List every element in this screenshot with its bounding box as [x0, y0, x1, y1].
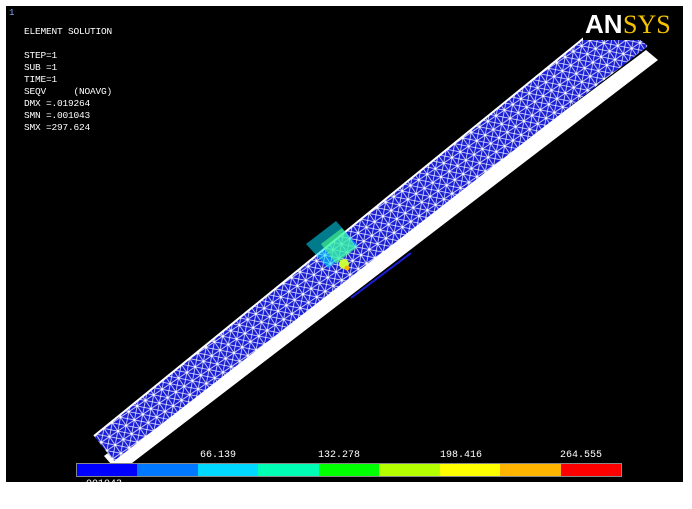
legend-lower-label: 99.209: [258, 489, 295, 500]
sub-label: SUB =1: [24, 62, 58, 73]
disk-lower-face: [104, 50, 658, 473]
step-label: STEP=1: [24, 50, 58, 61]
legend-upper-label: 198.416: [440, 450, 483, 461]
dmx-label: DMX =.019264: [24, 98, 91, 109]
plot-title: ELEMENT SOLUTION: [24, 26, 113, 37]
legend-lower-label: 297.624: [620, 489, 663, 500]
legend-upper-label: 264.555: [560, 450, 603, 461]
legend-lower-label: 165.347: [378, 489, 421, 500]
svg-text:AN: AN: [585, 9, 623, 39]
disk-mesh-model[interactable]: [6, 6, 683, 482]
legend-color-band: [77, 464, 138, 476]
legend-upper-label: 66.139: [200, 450, 237, 461]
legend-upper-label: 132.278: [318, 450, 361, 461]
smn-label: SMN =.001043: [24, 110, 91, 121]
legend-color-band: [439, 464, 501, 476]
legend-color-band: [560, 464, 621, 476]
time-label: TIME=1: [24, 74, 58, 85]
legend-color-band: [197, 464, 259, 476]
smx-label: SMX =297.624: [24, 122, 91, 133]
legend-color-band: [500, 464, 561, 476]
legend-color-band: [258, 464, 319, 476]
legend-lower-label: .001043: [80, 479, 123, 490]
graphics-viewport[interactable]: 1 AN SYS ELEMENT SOLUTION STEP=1 SUB =1 …: [6, 6, 683, 482]
disk-meshed-face: [94, 16, 648, 461]
contour-legend: [76, 463, 622, 477]
legend-lower-label: 231.486: [498, 489, 541, 500]
legend-lower-label: 33.07: [138, 489, 169, 500]
stress-hotspot: [306, 221, 358, 271]
seqv-label: SEQV (NOAVG): [24, 86, 113, 97]
ansys-logo: AN SYS: [583, 6, 683, 40]
legend-color-band: [137, 464, 198, 476]
legend-color-band: [318, 464, 380, 476]
window-number: 1: [9, 8, 15, 18]
legend-color-band: [379, 464, 440, 476]
svg-text:SYS: SYS: [623, 10, 671, 39]
